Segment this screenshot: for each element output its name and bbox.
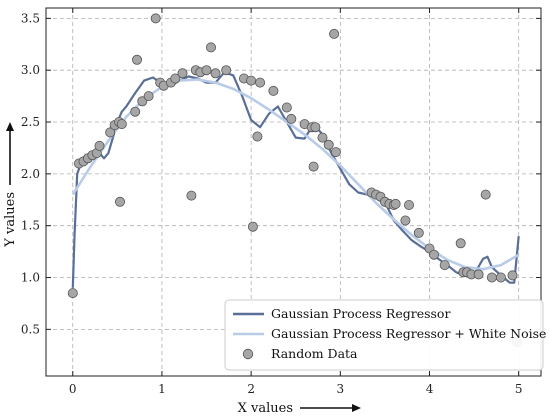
data-point	[507, 270, 518, 281]
legend-swatch-random-data	[242, 348, 254, 360]
y-tick-label: 1.5	[21, 219, 40, 233]
data-point	[105, 127, 116, 138]
data-point	[205, 42, 216, 53]
data-point	[246, 75, 257, 86]
data-point	[330, 147, 341, 158]
y-axis-arrow-head	[6, 122, 14, 131]
data-point	[210, 68, 221, 79]
data-point	[308, 161, 319, 172]
data-point	[403, 199, 414, 210]
data-point	[317, 132, 328, 143]
axis-ticks: 0 1 2 3 4 5 0.5 1.0 1.5 2.0 2.5 3.0 3.5	[21, 8, 541, 396]
y-tick-label: 0.5	[21, 322, 40, 336]
data-point	[413, 227, 424, 238]
data-point	[455, 238, 466, 249]
legend-label-gpr-white-noise: Gaussian Process Regressor + White Noise	[271, 326, 546, 341]
x-tick-label: 0	[69, 382, 77, 396]
x-axis-title: X values	[238, 401, 361, 416]
y-tick-label: 1.0	[21, 271, 40, 285]
data-point	[495, 272, 506, 283]
data-point	[255, 77, 266, 88]
y-tick-label: 3.0	[21, 63, 40, 77]
data-point	[67, 288, 78, 299]
x-tick-label: 2	[247, 382, 255, 396]
data-point	[480, 189, 491, 200]
data-point	[473, 269, 484, 280]
data-point	[177, 68, 188, 79]
plot-frame	[45, 7, 542, 377]
y-axis-title: Y values	[3, 122, 18, 248]
data-point	[170, 73, 181, 84]
data-point	[286, 113, 297, 124]
legend-label-random-data: Random Data	[271, 346, 358, 361]
data-point	[115, 196, 126, 207]
x-tick-label: 4	[426, 382, 434, 396]
x-tick-label: 3	[337, 382, 345, 396]
data-point	[439, 260, 450, 271]
data-point	[150, 13, 161, 24]
legend-label-gpr: Gaussian Process Regressor	[271, 306, 450, 321]
data-point	[252, 131, 263, 142]
data-point	[486, 272, 497, 283]
data-point	[143, 91, 154, 102]
data-point	[186, 190, 197, 201]
data-point	[390, 198, 401, 209]
data-point	[131, 54, 142, 65]
data-point	[310, 122, 321, 133]
data-point	[247, 221, 258, 232]
data-point	[221, 65, 232, 76]
data-point	[201, 65, 212, 76]
data-point	[268, 85, 279, 96]
series-line-gpr-white-noise	[71, 78, 520, 271]
y-tick-label: 3.5	[21, 11, 40, 25]
y-tick-label: 2.0	[21, 167, 40, 181]
x-axis-arrow-head	[352, 404, 361, 412]
series-layer	[67, 13, 522, 347]
data-point	[281, 102, 292, 113]
x-tick-label: 1	[158, 382, 166, 396]
x-tick-label: 5	[515, 382, 523, 396]
legend-box	[224, 299, 544, 371]
legend: Gaussian Process Regressor Gaussian Proc…	[224, 299, 546, 371]
y-tick-label: 2.5	[21, 115, 40, 129]
y-axis-label: Y values	[3, 192, 18, 248]
data-point	[428, 249, 439, 260]
data-point	[94, 140, 105, 151]
data-point	[400, 215, 411, 226]
data-point	[329, 28, 340, 39]
data-point	[323, 139, 334, 150]
data-point	[116, 119, 127, 130]
x-axis-label: X values	[238, 401, 293, 416]
data-point	[130, 106, 141, 117]
